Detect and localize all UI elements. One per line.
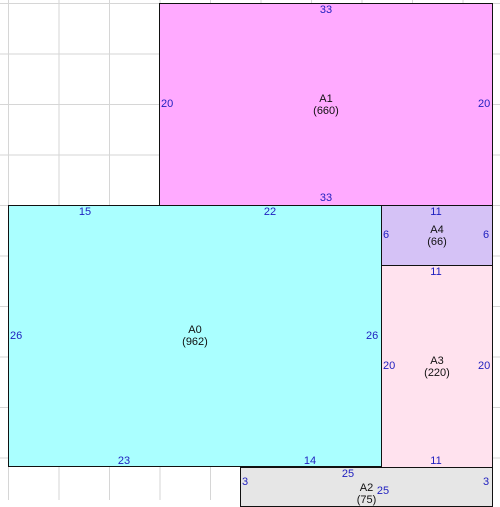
dim-a2-left: 3 — [242, 476, 249, 488]
dim-a0-right: 26 — [366, 330, 379, 342]
area-a3: A3 (220) — [381, 265, 493, 468]
area-a3-label: A3 (220) — [382, 355, 492, 379]
dim-a2-right: 3 — [483, 476, 490, 488]
area-a4: A4 (66) — [381, 205, 493, 266]
dim-a3-bottom: 11 — [430, 455, 442, 467]
dim-a4-right: 6 — [483, 229, 490, 241]
dim-a0-bottom-a: 23 — [117, 455, 131, 467]
area-a1-label: A1 (660) — [160, 93, 492, 117]
dim-a3-right: 20 — [478, 360, 491, 372]
area-a4-label: A4 (66) — [382, 224, 492, 248]
dim-a4-bottom: 11 — [430, 266, 442, 278]
area-a0-value: (962) — [182, 336, 208, 348]
area-a2-value: (75) — [356, 494, 377, 506]
area-a2-name: A2 — [359, 482, 374, 494]
dim-a1-bottom: 33 — [319, 192, 333, 204]
dim-a4-top: 11 — [430, 206, 442, 218]
dim-a3-left: 20 — [383, 360, 396, 372]
area-a1: A1 (660) — [159, 3, 493, 206]
dim-a1-left: 20 — [161, 98, 174, 110]
dim-a0-left: 26 — [10, 330, 23, 342]
area-a4-name: A4 — [430, 223, 444, 236]
dim-a2-top: 25 — [341, 468, 355, 480]
dim-a0-top-a: 15 — [78, 206, 92, 218]
area-a1-value: (660) — [313, 104, 339, 117]
area-a0: A0 (962) — [8, 205, 382, 467]
dim-a0-bottom-b: 14 — [303, 455, 317, 467]
area-a3-value: (220) — [424, 366, 450, 379]
dim-a0-top-b: 22 — [263, 206, 277, 218]
dim-a2-bottom: 25 — [376, 485, 390, 497]
area-a1-name: A1 — [319, 92, 333, 105]
dim-a1-top: 33 — [319, 4, 333, 16]
dim-a4-left: 6 — [383, 229, 390, 241]
area-a0-name: A0 — [188, 324, 202, 336]
area-a2-label: A2 (75) — [241, 482, 492, 506]
dim-a1-right: 20 — [478, 98, 491, 110]
area-a3-name: A3 — [430, 354, 444, 367]
area-a0-label: A0 (962) — [9, 324, 381, 348]
area-a4-value: (66) — [427, 235, 447, 248]
area-a2: A2 (75) — [240, 467, 493, 507]
